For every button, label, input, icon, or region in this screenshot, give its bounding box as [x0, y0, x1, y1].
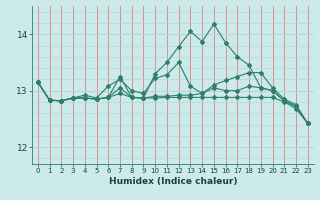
X-axis label: Humidex (Indice chaleur): Humidex (Indice chaleur) — [108, 177, 237, 186]
